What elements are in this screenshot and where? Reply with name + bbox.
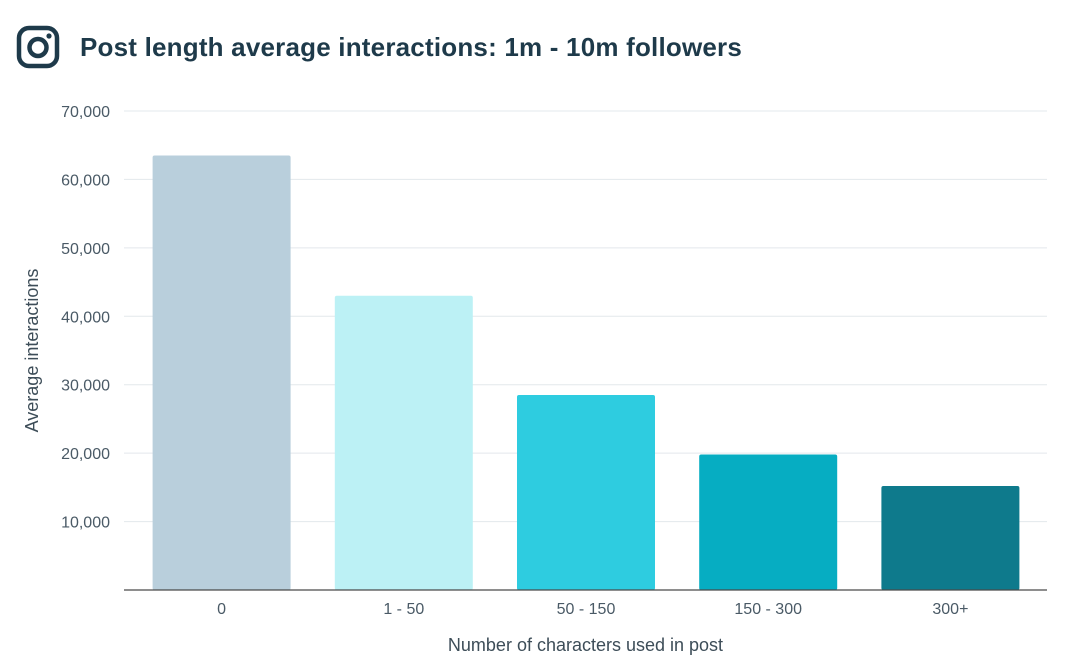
chart-header: Post length average interactions: 1m - 1… <box>16 24 742 70</box>
instagram-icon <box>16 25 60 69</box>
chart-title: Post length average interactions: 1m - 1… <box>80 31 743 62</box>
x-axis-title: Number of characters used in post <box>448 635 723 655</box>
x-tick-label: 150 - 300 <box>734 601 802 618</box>
y-tick-label: 40,000 <box>61 309 110 326</box>
y-axis-ticks: 10,000 20,000 30,000 40,000 50,000 60,000 70,0… <box>61 104 110 532</box>
x-tick-label: 0 <box>217 601 226 618</box>
bar <box>152 155 291 590</box>
x-tick-label: 300+ <box>932 601 968 618</box>
x-tick-label: 50 - 150 <box>557 601 616 618</box>
y-tick-label: 10,000 <box>61 515 110 532</box>
x-axis-ticks: 0 1 - 50 50 - 150 150 - 300 300+ <box>217 601 968 618</box>
bars <box>152 155 1020 590</box>
y-tick-label: 30,000 <box>61 378 110 395</box>
y-tick-label: 50,000 <box>61 241 110 258</box>
y-axis-title: Average interactions <box>22 269 42 433</box>
y-tick-label: 60,000 <box>61 172 110 189</box>
y-tick-label: 70,000 <box>61 104 110 121</box>
bar <box>699 454 838 590</box>
bar <box>881 485 1020 590</box>
bar <box>334 295 473 590</box>
y-tick-label: 20,000 <box>61 446 110 463</box>
bar <box>517 394 655 590</box>
x-tick-label: 1 - 50 <box>383 601 424 618</box>
